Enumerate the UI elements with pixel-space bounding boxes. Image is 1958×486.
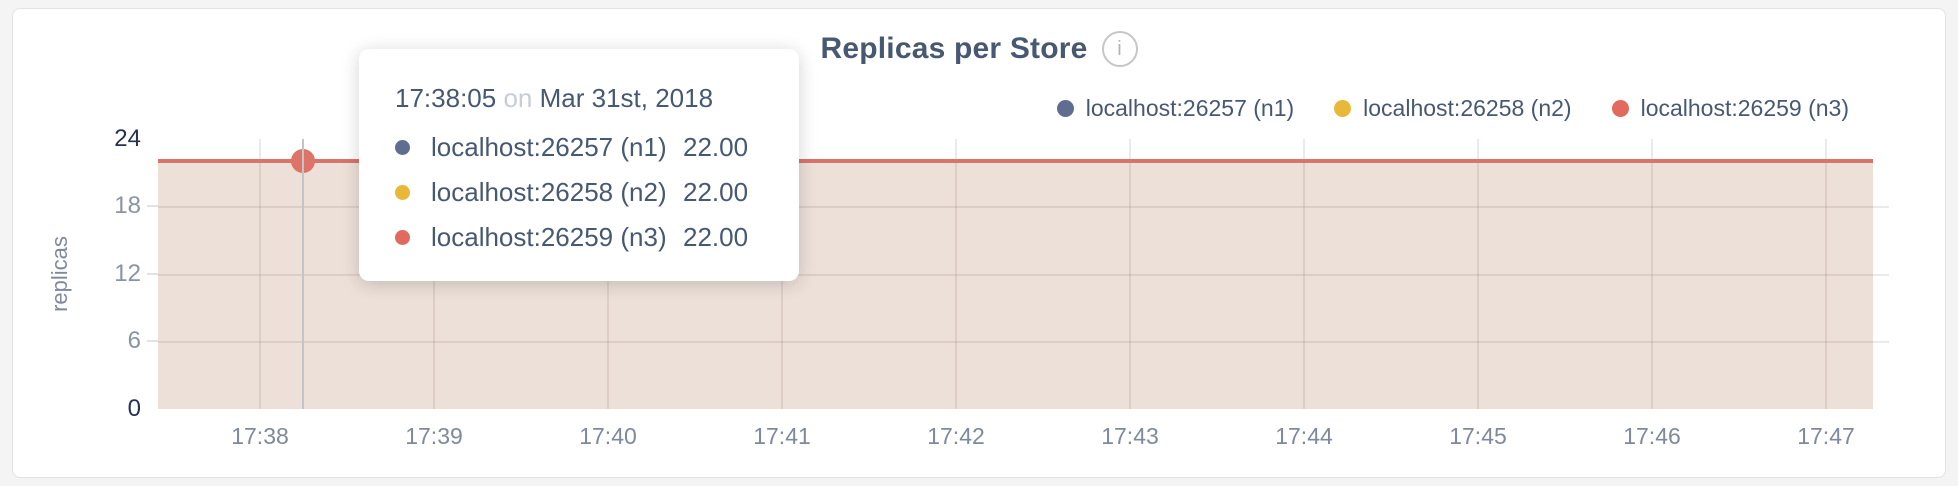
horizontal-gridline bbox=[158, 206, 1889, 208]
vertical-gridline bbox=[1303, 139, 1305, 409]
legend: localhost:26257 (n1) localhost:26258 (n2… bbox=[1056, 95, 1849, 122]
horizontal-gridline bbox=[158, 274, 1889, 276]
series-color-dot bbox=[1056, 100, 1074, 117]
chart-header: Replicas per Store i bbox=[13, 31, 1945, 67]
vertical-gridline bbox=[1477, 139, 1479, 409]
y-tick-label: 18 bbox=[114, 192, 141, 219]
series-color-dot bbox=[1611, 100, 1629, 117]
x-tick-label: 17:42 bbox=[927, 423, 985, 449]
legend-item-label: localhost:26259 (n3) bbox=[1640, 95, 1849, 121]
tooltip-timestamp: 17:38:05 on Mar 31st, 2018 bbox=[395, 83, 771, 114]
horizontal-gridline bbox=[158, 341, 1889, 343]
legend-item-label: localhost:26257 (n1) bbox=[1085, 95, 1295, 121]
y-tick-mark bbox=[147, 340, 159, 342]
y-tick-label: 6 bbox=[127, 327, 141, 354]
hover-tooltip: 17:38:05 on Mar 31st, 2018 localhost:262… bbox=[359, 49, 799, 281]
y-tick-label: 0 bbox=[127, 395, 141, 422]
vertical-gridline bbox=[1651, 139, 1653, 409]
tooltip-row: localhost:26258 (n2) 22.00 bbox=[395, 177, 771, 208]
y-tick-mark bbox=[147, 273, 159, 275]
tooltip-time: 17:38:05 bbox=[395, 83, 497, 113]
legend-item-label: localhost:26258 (n2) bbox=[1363, 95, 1572, 121]
tooltip-conjunction: on bbox=[503, 83, 533, 113]
chart-panel: Replicas per Store i localhost:26257 (n1… bbox=[12, 8, 1946, 478]
vertical-gridline bbox=[1129, 139, 1131, 409]
x-tick-label: 17:47 bbox=[1797, 423, 1855, 449]
series-line bbox=[158, 159, 1873, 163]
tooltip-series-value: 22.00 bbox=[683, 177, 749, 207]
y-tick-label: 12 bbox=[114, 260, 141, 287]
series-color-dot bbox=[395, 185, 410, 200]
chart-title: Replicas per Store bbox=[820, 32, 1088, 65]
x-tick-label: 17:41 bbox=[753, 423, 811, 449]
tooltip-series-label: localhost:26259 (n3) bbox=[431, 222, 667, 252]
tooltip-row: localhost:26257 (n1) 22.00 bbox=[395, 132, 771, 163]
vertical-gridline bbox=[259, 139, 261, 409]
y-tick-label: 24 bbox=[114, 125, 141, 152]
tooltip-date: Mar 31st, 2018 bbox=[539, 83, 714, 113]
series-color-dot bbox=[1334, 100, 1352, 117]
legend-item-n3[interactable]: localhost:26259 (n3) bbox=[1611, 95, 1849, 122]
x-tick-label: 17:45 bbox=[1449, 423, 1507, 449]
series-color-dot bbox=[395, 230, 410, 245]
tooltip-series-value: 22.00 bbox=[683, 222, 749, 252]
legend-item-n2[interactable]: localhost:26258 (n2) bbox=[1334, 95, 1572, 122]
vertical-gridline bbox=[1825, 139, 1827, 409]
series-color-dot bbox=[395, 140, 410, 155]
x-tick-label: 17:44 bbox=[1275, 423, 1333, 449]
x-tick-label: 17:38 bbox=[231, 423, 289, 449]
legend-item-n1[interactable]: localhost:26257 (n1) bbox=[1056, 95, 1295, 122]
x-tick-label: 17:40 bbox=[579, 423, 637, 449]
tooltip-series-label: localhost:26258 (n2) bbox=[431, 177, 667, 207]
x-tick-label: 17:39 bbox=[405, 423, 463, 449]
x-tick-label: 17:46 bbox=[1623, 423, 1681, 449]
info-icon[interactable]: i bbox=[1101, 31, 1138, 67]
vertical-gridline bbox=[955, 139, 957, 409]
tooltip-series-label: localhost:26257 (n1) bbox=[431, 132, 667, 162]
x-tick-label: 17:43 bbox=[1101, 423, 1159, 449]
y-tick-mark bbox=[147, 205, 159, 207]
hover-guideline bbox=[302, 139, 304, 409]
tooltip-row: localhost:26259 (n3) 22.00 bbox=[395, 222, 771, 253]
tooltip-series-value: 22.00 bbox=[683, 132, 749, 162]
